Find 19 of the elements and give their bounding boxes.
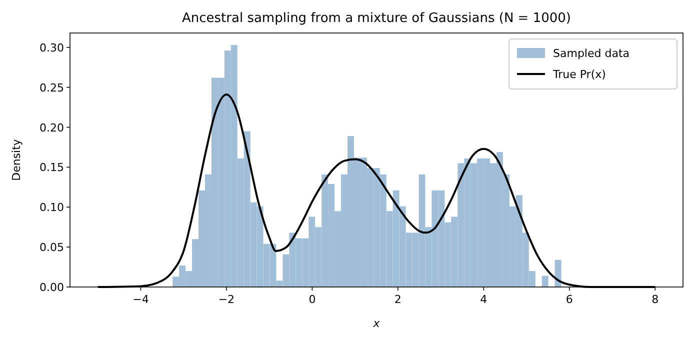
- x-tick-label: 0: [308, 293, 316, 306]
- y-tick-label: 0.15: [40, 161, 64, 174]
- x-tick-label: 6: [566, 293, 573, 306]
- y-tick-label: 0.20: [40, 121, 64, 134]
- y-tick-label: 0.10: [40, 201, 64, 214]
- x-tick-label: −2: [218, 293, 235, 306]
- legend-label: True Pr(x): [552, 68, 606, 81]
- x-tick-label: 2: [394, 293, 402, 306]
- x-tick-label: −4: [132, 293, 149, 306]
- legend-label: Sampled data: [553, 47, 630, 60]
- x-tick-label: 8: [652, 293, 659, 306]
- y-tick-label: 0.00: [40, 281, 64, 294]
- x-tick-label: 4: [480, 293, 488, 306]
- y-tick-label: 0.30: [40, 41, 64, 54]
- y-tick-label: 0.05: [40, 241, 64, 254]
- y-tick-label: 0.25: [40, 81, 64, 94]
- chart-title: Ancestral sampling from a mixture of Gaussians (N = 1000): [182, 11, 572, 26]
- y-axis-title: Density: [10, 138, 23, 181]
- x-axis-title: x: [372, 317, 380, 330]
